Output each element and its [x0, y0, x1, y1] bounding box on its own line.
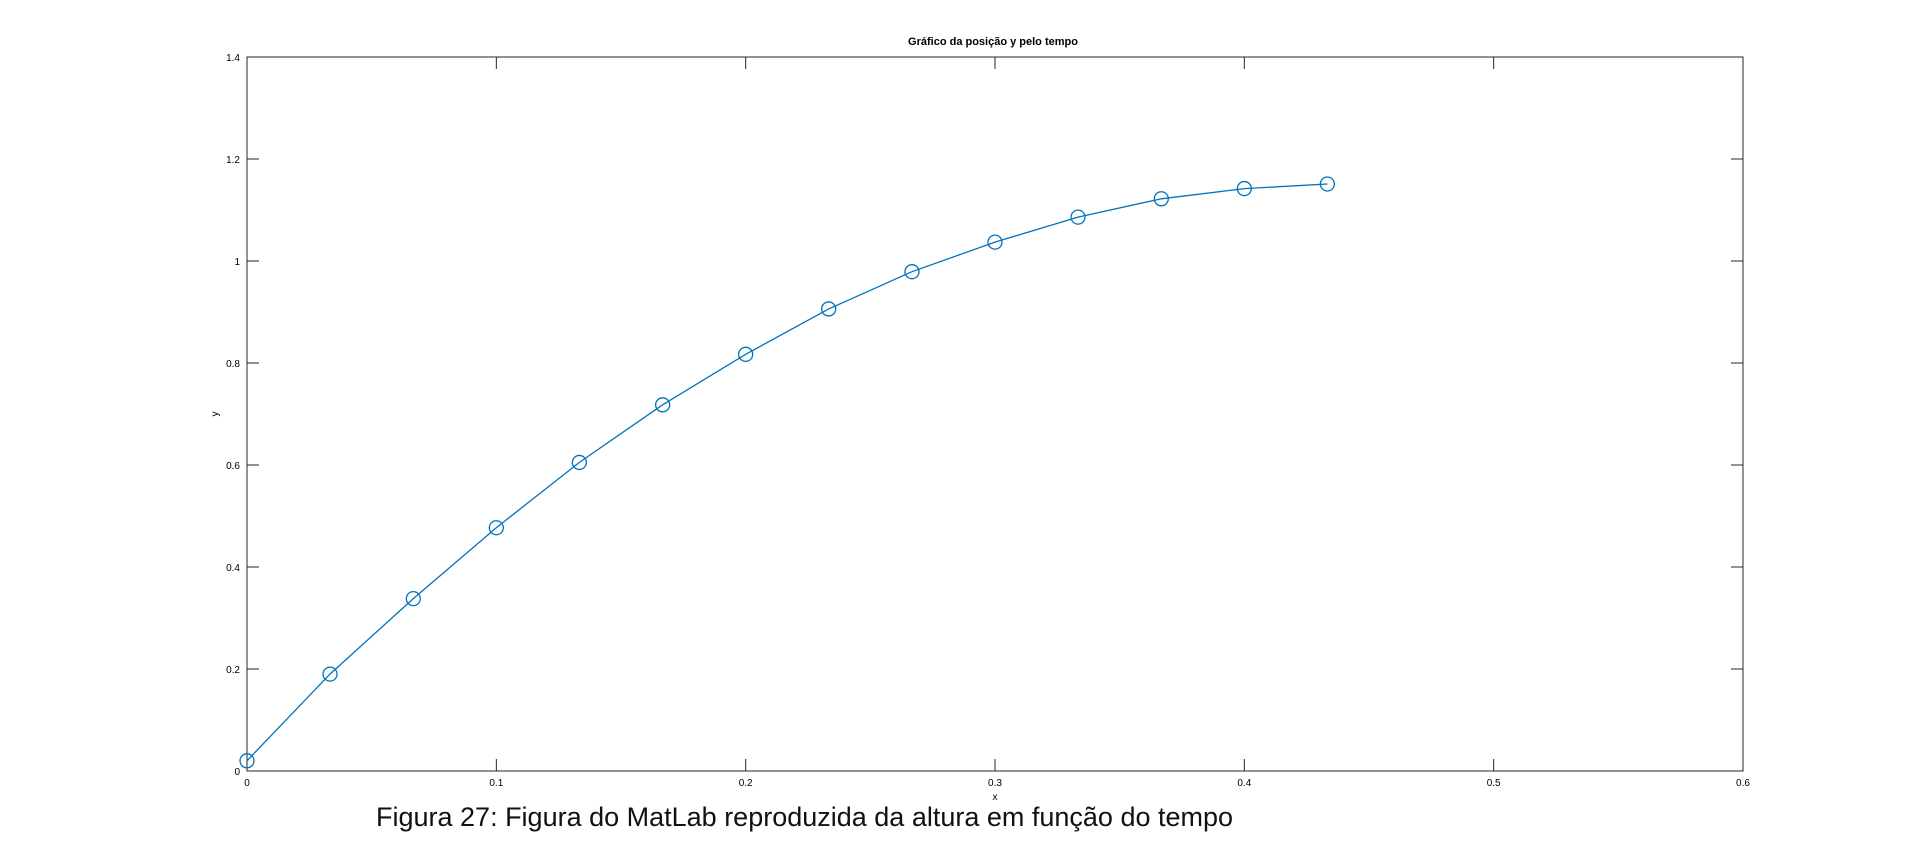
- y-tick-label: 0: [234, 767, 240, 778]
- y-tick-label: 0.8: [226, 359, 240, 370]
- data-point-marker: [1070, 209, 1086, 225]
- y-tick-label: 1.4: [226, 53, 240, 64]
- y-axis-label: y: [210, 412, 221, 417]
- data-point-marker: [904, 264, 920, 280]
- y-tick-label: 0.6: [226, 461, 240, 472]
- data-point-marker: [488, 520, 504, 536]
- y-tick-label: 0.4: [226, 563, 240, 574]
- data-point-marker: [1319, 176, 1336, 192]
- data-point-marker: [571, 454, 588, 471]
- data-point-marker: [405, 590, 421, 607]
- data-point-marker: [322, 666, 338, 682]
- x-axis-label: x: [993, 792, 998, 803]
- chart-title: Gráfico da posição y pelo tempo: [908, 36, 1078, 48]
- x-tick-label: 0.6: [1736, 778, 1750, 789]
- axis-ticks: [246, 56, 1744, 772]
- data-point-marker: [987, 234, 1003, 250]
- x-tick-label: 0.4: [1237, 778, 1251, 789]
- x-tick-label: 0.1: [489, 778, 503, 789]
- data-point-marker: [654, 397, 671, 413]
- y-tick-label: 1: [234, 257, 240, 268]
- x-tick-label: 0.2: [739, 778, 753, 789]
- data-point-marker: [239, 753, 255, 769]
- series-line: [246, 183, 1328, 762]
- y-tick-label: 1.2: [226, 155, 240, 166]
- data-point-marker: [821, 301, 837, 317]
- data-point-marker: [738, 346, 754, 362]
- y-tick-label: 0.2: [226, 665, 240, 676]
- y-tick-labels: 0 0.2 0.4 0.6 0.8 1 1.2 1.4: [226, 53, 240, 778]
- data-point-marker: [1153, 191, 1169, 207]
- plot-area: [246, 56, 1744, 772]
- data-point-marker: [1236, 180, 1252, 197]
- x-tick-labels: 0 0.1 0.2 0.3 0.4 0.5 0.6: [244, 778, 1750, 789]
- series-layer: [239, 176, 1336, 769]
- figure-caption: Figura 27: Figura do MatLab reproduzida …: [376, 802, 1234, 832]
- x-tick-label: 0.5: [1487, 778, 1501, 789]
- x-tick-label: 0: [244, 778, 250, 789]
- x-tick-label: 0.3: [988, 778, 1002, 789]
